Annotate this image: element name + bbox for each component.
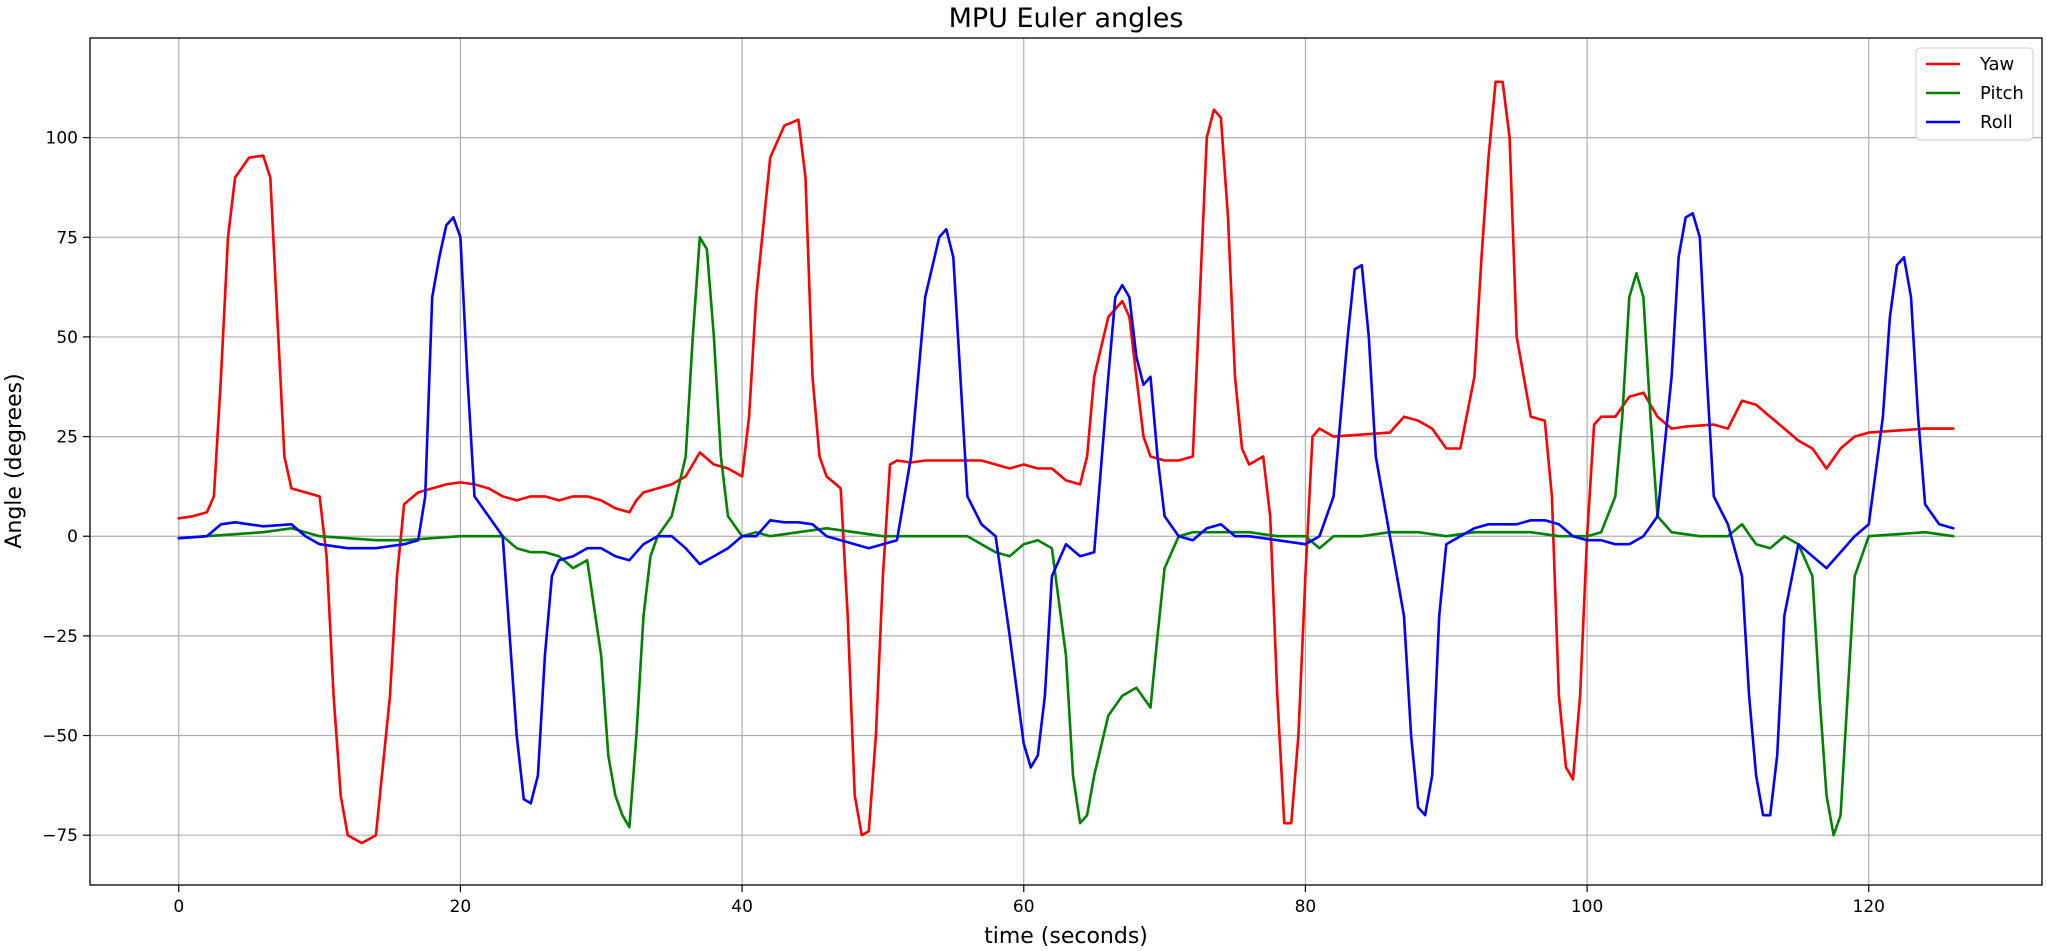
y-tick-label: 100	[46, 129, 78, 149]
y-axis-title: Angle (degrees)	[2, 373, 27, 548]
y-tick-label: 75	[56, 228, 78, 248]
y-tick-label: −25	[42, 627, 78, 647]
plot-series	[177, 80, 1955, 845]
series-line-roll	[177, 212, 1955, 817]
plot-frame	[89, 37, 2043, 886]
y-tick-label: −50	[42, 727, 78, 747]
x-tick-label: 40	[731, 897, 753, 917]
legend-label-yaw: Yaw	[1979, 54, 2014, 75]
y-tick-label: 25	[56, 428, 78, 448]
legend: Yaw Pitch Roll	[1915, 47, 2034, 141]
x-tick-label: 80	[1295, 897, 1317, 917]
x-tick-label: 60	[1013, 897, 1035, 917]
x-tick-label: 120	[1853, 897, 1885, 917]
x-tick-label: 100	[1571, 897, 1603, 917]
x-tick-label: 0	[173, 897, 184, 917]
y-tick-label: 50	[56, 328, 78, 348]
y-tick-label: 0	[67, 527, 78, 547]
series-line-yaw	[177, 80, 1955, 845]
series-line-pitch	[177, 236, 1955, 837]
legend-box	[1915, 47, 2034, 141]
legend-label-pitch: Pitch	[1980, 83, 2024, 104]
legend-label-roll: Roll	[1980, 112, 2013, 133]
y-tick-label: −75	[42, 826, 78, 846]
x-tick-label: 20	[450, 897, 472, 917]
axis-ticks: 0 20 40 60 80 100 120 −75 −50 −25 0 25 50 75 100	[42, 129, 1885, 917]
x-axis-title: time (seconds)	[984, 924, 1148, 949]
chart-title: MPU Euler angles	[949, 3, 1184, 34]
